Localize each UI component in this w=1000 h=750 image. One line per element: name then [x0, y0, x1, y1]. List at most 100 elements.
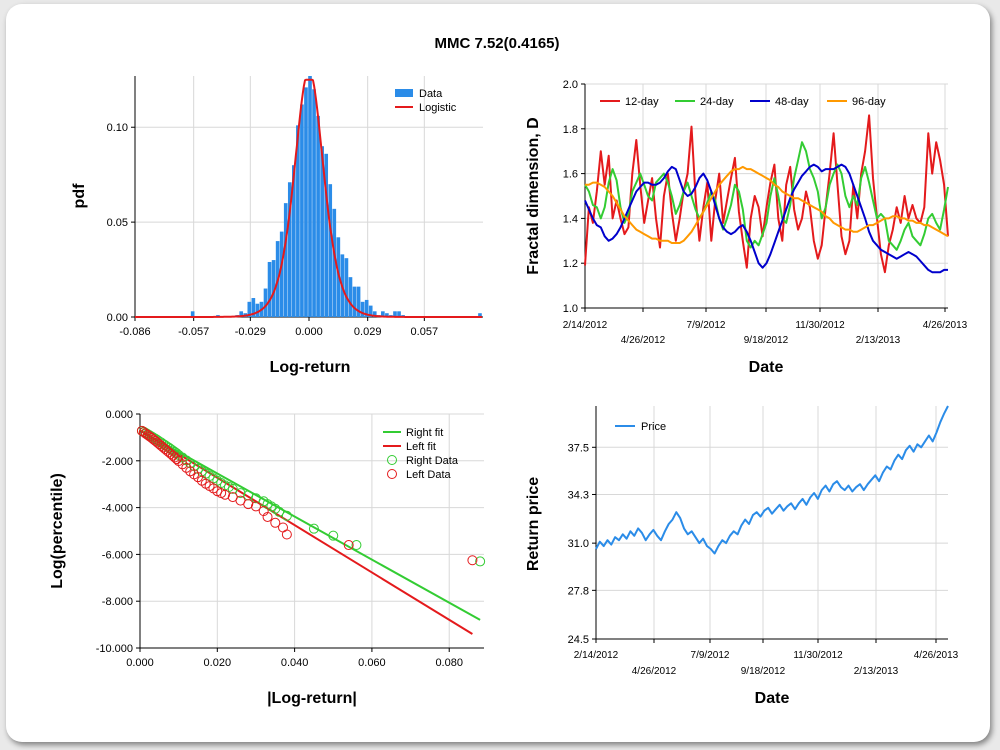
legend-label: 12-day	[625, 96, 659, 108]
left-data-point	[158, 442, 169, 453]
figure-title: MMC 7.52(0.4165)	[434, 35, 559, 52]
x-tick-label: 0.000	[295, 326, 323, 338]
left-data-point	[250, 501, 261, 512]
x-tick-label: 2/14/2012	[563, 320, 608, 331]
x-tick-label: 0.000	[126, 657, 154, 669]
y-tick-label: 1.6	[563, 169, 578, 181]
x-axis-label: Date	[755, 690, 790, 707]
left-data-point	[162, 445, 173, 456]
x-tick-label: 9/18/2012	[744, 335, 789, 346]
histogram-bar	[320, 146, 324, 317]
right-data-point	[235, 488, 246, 499]
left-data-point	[163, 447, 174, 458]
left-data-point	[152, 437, 163, 448]
x-tick-label: 0.060	[358, 657, 386, 669]
left-data-point	[154, 439, 165, 450]
left-data-point	[281, 529, 292, 540]
x-tick-label: 11/30/2012	[793, 650, 843, 661]
y-tick-label: -8.000	[102, 596, 133, 608]
x-tick-label: 7/9/2012	[687, 320, 726, 331]
x-tick-label: 9/18/2012	[741, 666, 786, 677]
histogram-bar	[239, 311, 244, 317]
histogram-bar	[316, 115, 320, 317]
histogram-bar	[279, 231, 284, 317]
legend-swatch-left-data	[387, 469, 397, 479]
left-data-point	[270, 517, 281, 528]
left-data-point	[177, 459, 188, 470]
x-tick-label: 0.020	[204, 657, 232, 669]
x-tick-label: 2/13/2013	[854, 666, 899, 677]
histogram-bar	[190, 311, 195, 317]
legend-label: 48-day	[775, 96, 809, 108]
legend-swatch-right-data	[387, 455, 397, 465]
histogram-bar	[300, 104, 304, 317]
legend-label: Left fit	[406, 441, 436, 453]
series-line-24-day	[584, 141, 949, 251]
y-tick-label: 27.8	[568, 585, 589, 597]
y-tick-label: 31.0	[568, 538, 589, 550]
histogram-bar	[292, 165, 296, 317]
left-data-point	[181, 462, 192, 473]
histogram-bar	[478, 313, 482, 317]
histogram-bar	[364, 299, 369, 317]
histogram-bar	[296, 125, 300, 317]
right-data-point	[308, 523, 319, 534]
histogram-bar	[267, 261, 272, 317]
price-line	[595, 405, 949, 555]
histogram-bar	[372, 311, 377, 317]
histogram-bar	[332, 208, 337, 317]
left-data-point	[171, 454, 182, 465]
histogram-bar	[393, 311, 397, 317]
histogram-bar	[348, 277, 353, 317]
x-tick-label: 7/9/2012	[691, 650, 730, 661]
histogram-bar	[312, 89, 316, 317]
x-tick-label: 0.029	[354, 326, 382, 338]
histogram-bar	[255, 303, 260, 317]
x-tick-label: 0.080	[435, 657, 463, 669]
histogram-bar	[263, 288, 268, 317]
left-data-point	[150, 435, 161, 446]
left-data-point	[173, 456, 184, 467]
x-tick-label: 0.057	[411, 326, 439, 338]
x-tick-label: 4/26/2012	[632, 666, 677, 677]
right-data-point	[328, 530, 339, 541]
y-axis-label: Return price	[525, 477, 542, 571]
x-tick-label: 4/26/2012	[621, 335, 666, 346]
y-tick-label: 1.0	[563, 303, 578, 315]
left-data-point	[167, 450, 178, 461]
y-tick-label: 2.0	[563, 79, 578, 91]
legend-label: 24-day	[700, 96, 734, 108]
x-axis-label: |Log-return|	[267, 690, 357, 707]
left-data-point	[220, 489, 231, 500]
histogram-bar	[328, 184, 333, 317]
series-line-48-day	[584, 163, 948, 274]
y-tick-label: 24.5	[568, 634, 589, 646]
y-tick-label: 0.00	[107, 312, 128, 324]
histogram-bar	[308, 76, 312, 317]
y-axis-label: Log(percentile)	[49, 473, 66, 589]
y-tick-label: -10.000	[96, 643, 133, 655]
right-data-point	[227, 483, 238, 494]
x-tick-label: 4/26/2013	[923, 320, 968, 331]
y-tick-label: 1.4	[563, 213, 578, 225]
left-fit-line	[139, 429, 473, 635]
histogram-bar	[247, 301, 252, 317]
x-tick-label: -0.029	[235, 326, 266, 338]
right-data-point	[281, 510, 292, 521]
legend-label: Price	[641, 421, 666, 433]
x-tick-label: 2/14/2012	[574, 650, 619, 661]
y-tick-label: 0.05	[107, 217, 128, 229]
logistic-fit-line	[135, 78, 482, 318]
legend-label: Right fit	[406, 427, 443, 439]
left-data-point	[156, 440, 167, 451]
histogram-bar	[283, 203, 288, 317]
y-tick-label: 37.5	[568, 442, 589, 454]
x-axis-label: Log-return	[270, 359, 351, 376]
left-data-point	[467, 555, 478, 566]
y-tick-label: -2.000	[102, 456, 133, 468]
y-tick-label: -6.000	[102, 549, 133, 561]
histogram-bar	[360, 301, 365, 317]
right-data-point	[475, 556, 486, 567]
y-tick-label: 0.000	[105, 409, 133, 421]
y-axis-label: Fractal dimension, D	[525, 117, 542, 274]
